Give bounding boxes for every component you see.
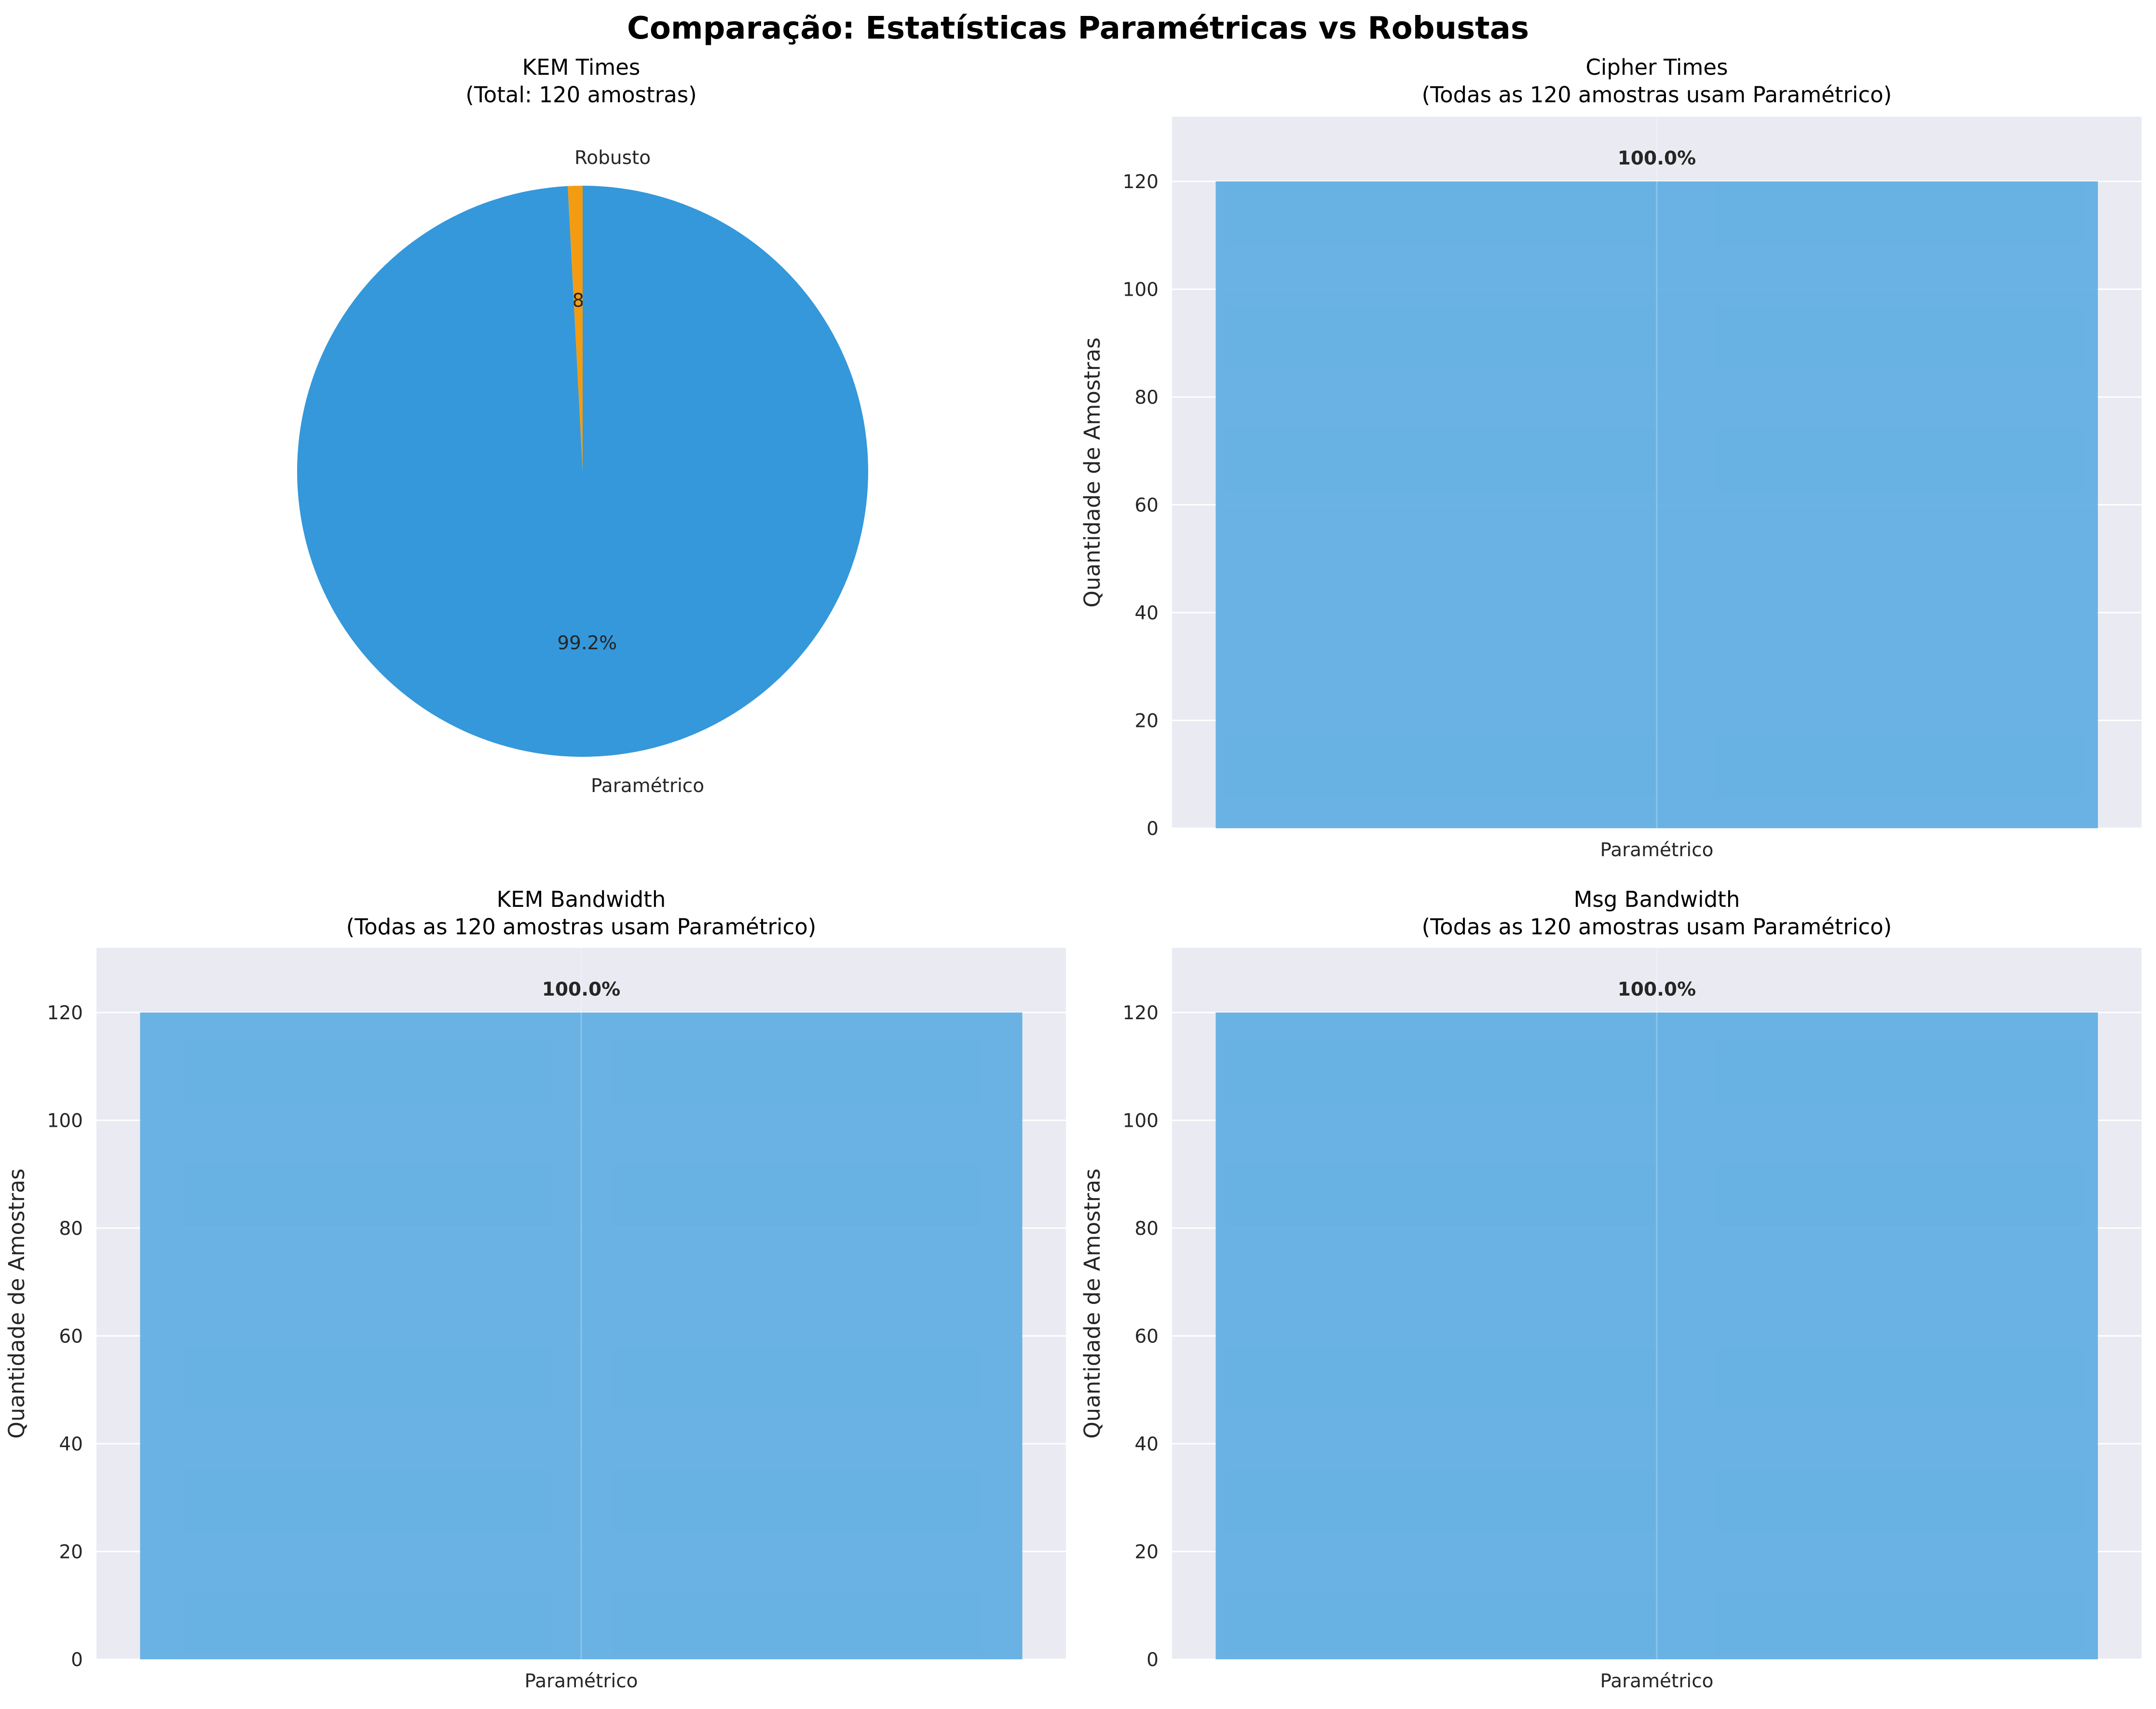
y-tick-label: 120 — [1123, 171, 1159, 193]
y-tick-label: 20 — [59, 1542, 83, 1563]
pie-slice-robusto — [568, 186, 583, 471]
y-tick-label: 60 — [59, 1326, 83, 1348]
subplot-2: Cipher Times(Todas as 120 amostras usam … — [1079, 55, 2142, 861]
y-tick-label: 0 — [1146, 818, 1159, 840]
subplot-4: Msg Bandwidth(Todas as 120 amostras usam… — [1079, 887, 2142, 1692]
pie-category-label: Robusto — [574, 147, 651, 169]
y-tick-label: 0 — [71, 1649, 83, 1671]
subplot-title-line: (Todas as 120 amostras usam Paramétrico) — [1422, 82, 1892, 108]
x-tick-label: Paramétrico — [524, 1670, 638, 1692]
y-tick-label: 120 — [47, 1002, 83, 1024]
subplots: KEM Times(Total: 120 amostras)0.8%Robust… — [4, 55, 2142, 1692]
y-tick-label: 100 — [47, 1110, 83, 1132]
subplot-1: KEM Times(Total: 120 amostras)0.8%Robust… — [297, 55, 868, 797]
y-tick-label: 120 — [1123, 1002, 1159, 1024]
y-tick-label: 80 — [1134, 1218, 1159, 1240]
y-tick-label: 40 — [1134, 1434, 1159, 1455]
y-axis-label: Quantidade de Amostras — [1079, 337, 1105, 607]
y-tick-label: 60 — [1134, 495, 1159, 517]
y-tick-label: 0 — [1146, 1649, 1159, 1671]
x-tick-label: Paramétrico — [1600, 839, 1713, 861]
bar-value-label: 100.0% — [1618, 979, 1696, 1000]
subplot-title-line: (Todas as 120 amostras usam Paramétrico) — [346, 914, 817, 940]
subplot-title-line: Cipher Times — [1585, 55, 1728, 80]
bar-paramétrico — [140, 1012, 1023, 1659]
y-tick-label: 80 — [59, 1218, 83, 1240]
x-tick-label: Paramétrico — [1600, 1670, 1713, 1692]
bar-paramétrico — [1215, 1012, 2098, 1659]
subplot-title-line: Msg Bandwidth — [1574, 887, 1740, 912]
subplot-title-line: KEM Times — [522, 55, 641, 80]
subplot-title-line: KEM Bandwidth — [497, 887, 666, 912]
y-tick-label: 20 — [1134, 1542, 1159, 1563]
pie-slice-paramétrico — [297, 186, 868, 757]
y-tick-label: 100 — [1123, 279, 1159, 301]
figure-title: Comparação: Estatísticas Paramétricas vs… — [627, 11, 1529, 46]
y-tick-label: 40 — [1134, 602, 1159, 624]
y-tick-label: 60 — [1134, 1326, 1159, 1348]
y-tick-label: 20 — [1134, 711, 1159, 732]
bar-paramétrico — [1215, 181, 2098, 828]
y-axis-label: Quantidade de Amostras — [4, 1168, 29, 1438]
y-tick-label: 80 — [1134, 387, 1159, 409]
subplot-3: KEM Bandwidth(Todas as 120 amostras usam… — [4, 887, 1066, 1692]
y-tick-label: 100 — [1123, 1110, 1159, 1132]
subplot-title-line: (Total: 120 amostras) — [465, 82, 696, 108]
bar-value-label: 100.0% — [542, 979, 620, 1000]
pie-percent-label: 99.2% — [557, 632, 617, 654]
y-tick-label: 40 — [59, 1434, 83, 1455]
bar-value-label: 100.0% — [1618, 148, 1696, 169]
subplot-title-line: (Todas as 120 amostras usam Paramétrico) — [1422, 914, 1892, 940]
pie-category-label: Paramétrico — [591, 775, 704, 797]
y-axis-label: Quantidade de Amostras — [1079, 1168, 1105, 1438]
